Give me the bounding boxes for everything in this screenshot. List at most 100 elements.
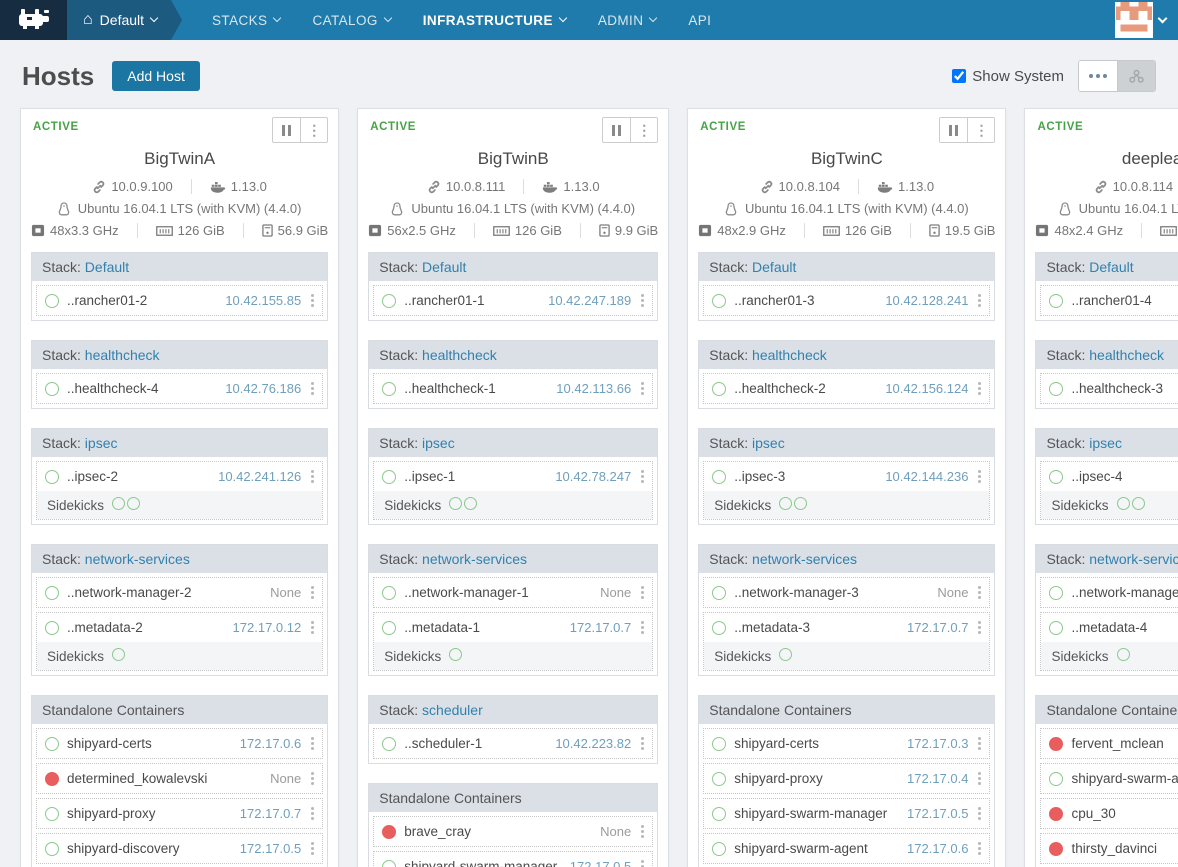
stack-name-link[interactable]: healthcheck (422, 347, 497, 363)
sidekick-state-icon[interactable] (449, 648, 463, 661)
graph-view-button[interactable] (1117, 61, 1155, 91)
container-name[interactable]: ..network-manager-3 (734, 585, 859, 600)
stack-name-link[interactable]: network-services (752, 551, 858, 567)
sidekick-state-icon[interactable] (779, 497, 793, 510)
container-menu-button[interactable] (976, 621, 982, 634)
stack-name-link[interactable]: Default (422, 259, 467, 275)
nav-menu-item-catalog[interactable]: CATALOG (298, 0, 404, 40)
container-row[interactable]: shipyard-swarm-manager 172.17.0.5 (704, 799, 990, 828)
container-name[interactable]: ..network-manager-1 (404, 585, 529, 600)
host-name[interactable]: BigTwinA (144, 149, 216, 168)
container-name[interactable]: shipyard-certs (734, 736, 820, 751)
container-row[interactable]: ..ipsec-3 10.42.144.236 (704, 462, 990, 491)
container-menu-button[interactable] (309, 586, 315, 599)
container-name[interactable]: ..metadata-1 (404, 620, 481, 635)
container-name[interactable]: shipyard-swarm-agent (1071, 771, 1178, 786)
container-menu-button[interactable] (976, 772, 982, 785)
stack-name-link[interactable]: network-services (84, 551, 190, 567)
list-view-button[interactable] (1079, 61, 1117, 91)
sidekick-state-icon[interactable] (779, 648, 793, 661)
sidekick-state-icon[interactable] (1116, 497, 1130, 510)
container-menu-button[interactable] (639, 586, 645, 599)
container-row[interactable]: thirsty_davinci None (1041, 834, 1178, 863)
stack-name-link[interactable]: network-services (422, 551, 528, 567)
container-name[interactable]: thirsty_davinci (1071, 841, 1158, 856)
container-row[interactable]: ..network-manager-1 None (374, 578, 653, 607)
sidekick-state-icon[interactable] (127, 497, 141, 510)
container-menu-button[interactable] (309, 807, 315, 820)
stack-name-link[interactable]: network-services (1089, 551, 1178, 567)
container-menu-button[interactable] (976, 382, 982, 395)
user-menu[interactable] (1115, 0, 1178, 40)
container-name[interactable]: determined_kowalevski (67, 771, 208, 786)
container-row[interactable]: determined_kowalevski None (37, 764, 323, 793)
host-name[interactable]: deeplearning02 (1121, 149, 1178, 168)
container-menu-button[interactable] (309, 294, 315, 307)
container-row[interactable]: shipyard-proxy 172.17.0.4 (704, 764, 990, 793)
container-row[interactable]: ..healthcheck-2 10.42.156.124 (704, 374, 990, 403)
container-row[interactable]: fervent_mclean 172.17.0.3 (1041, 729, 1178, 758)
container-menu-button[interactable] (976, 737, 982, 750)
nav-menu-item-api[interactable]: API (674, 0, 725, 40)
container-row[interactable]: ..ipsec-1 10.42.78.247 (374, 462, 653, 491)
show-system-toggle[interactable]: Show System (952, 68, 1064, 85)
stack-name-link[interactable]: Default (84, 259, 130, 275)
sidekick-state-icon[interactable] (1116, 648, 1130, 661)
container-menu-button[interactable] (639, 825, 645, 838)
container-name[interactable]: shipyard-swarm-manager (734, 806, 888, 821)
container-row[interactable]: ..metadata-4 172.17.0.7 (1041, 613, 1178, 642)
container-name[interactable]: ..rancher01-3 (734, 293, 815, 308)
container-name[interactable]: ..rancher01-1 (404, 293, 485, 308)
container-menu-button[interactable] (309, 621, 315, 634)
container-row[interactable]: ..ipsec-4 10.42.221.226 (1041, 462, 1178, 491)
container-row[interactable]: ..ipsec-2 10.42.241.126 (37, 462, 323, 491)
stack-name-link[interactable]: healthcheck (1089, 347, 1164, 363)
container-name[interactable]: ..network-manager-2 (67, 585, 192, 600)
container-name[interactable]: ..ipsec-4 (1071, 469, 1123, 484)
container-row[interactable]: shipyard-discovery 172.17.0.5 (37, 834, 323, 863)
container-row[interactable]: ..healthcheck-3 10.42.189.193 (1041, 374, 1178, 403)
show-system-checkbox[interactable] (952, 69, 967, 83)
sidekick-state-icon[interactable] (794, 497, 808, 510)
host-menu-button[interactable]: ⋮ (300, 118, 328, 142)
sidekick-state-icon[interactable] (464, 497, 478, 510)
container-menu-button[interactable] (976, 586, 982, 599)
container-name[interactable]: shipyard-certs (67, 736, 152, 751)
container-row[interactable]: shipyard-certs 172.17.0.6 (37, 729, 323, 758)
container-name[interactable]: shipyard-swarm-agent (734, 841, 868, 856)
container-row[interactable]: shipyard-swarm-agent 172.17.0.6 (704, 834, 990, 863)
container-menu-button[interactable] (309, 772, 315, 785)
container-name[interactable]: ..scheduler-1 (404, 736, 483, 751)
container-menu-button[interactable] (639, 621, 645, 634)
container-name[interactable]: ..rancher01-2 (67, 293, 148, 308)
container-name[interactable]: shipyard-discovery (67, 841, 180, 856)
host-menu-button[interactable]: ⋮ (630, 118, 658, 142)
stack-name-link[interactable]: ipsec (752, 435, 785, 451)
deactivate-host-button[interactable] (273, 118, 301, 142)
container-name[interactable]: cpu_30 (1071, 806, 1116, 821)
container-row[interactable]: ..rancher01-3 10.42.128.241 (704, 286, 990, 315)
deactivate-host-button[interactable] (603, 118, 631, 142)
nav-menu-item-infrastructure[interactable]: INFRASTRUCTURE (409, 0, 580, 40)
container-name[interactable]: ..rancher01-4 (1071, 293, 1152, 308)
container-row[interactable]: ..rancher01-1 10.42.247.189 (374, 286, 653, 315)
container-name[interactable]: shipyard-proxy (67, 806, 156, 821)
stack-name-link[interactable]: healthcheck (84, 347, 160, 363)
container-menu-button[interactable] (309, 470, 315, 483)
container-row[interactable]: cpu_30 None (1041, 799, 1178, 828)
nav-menu-item-admin[interactable]: ADMIN (584, 0, 671, 40)
container-menu-button[interactable] (309, 737, 315, 750)
container-menu-button[interactable] (976, 807, 982, 820)
container-name[interactable]: ..metadata-3 (734, 620, 811, 635)
stack-name-link[interactable]: ipsec (422, 435, 455, 451)
container-row[interactable]: shipyard-proxy 172.17.0.7 (37, 799, 323, 828)
container-row[interactable]: ..healthcheck-4 10.42.76.186 (37, 374, 323, 403)
nav-menu-item-stacks[interactable]: STACKS (198, 0, 294, 40)
container-row[interactable]: shipyard-certs 172.17.0.3 (704, 729, 990, 758)
deactivate-host-button[interactable] (940, 118, 968, 142)
container-name[interactable]: ..ipsec-2 (67, 469, 119, 484)
container-row[interactable]: shipyard-swarm-agent 172.17.0.6 (1041, 764, 1178, 793)
container-name[interactable]: shipyard-swarm-manager (404, 859, 558, 867)
container-menu-button[interactable] (309, 382, 315, 395)
add-host-button[interactable]: Add Host (112, 61, 200, 91)
